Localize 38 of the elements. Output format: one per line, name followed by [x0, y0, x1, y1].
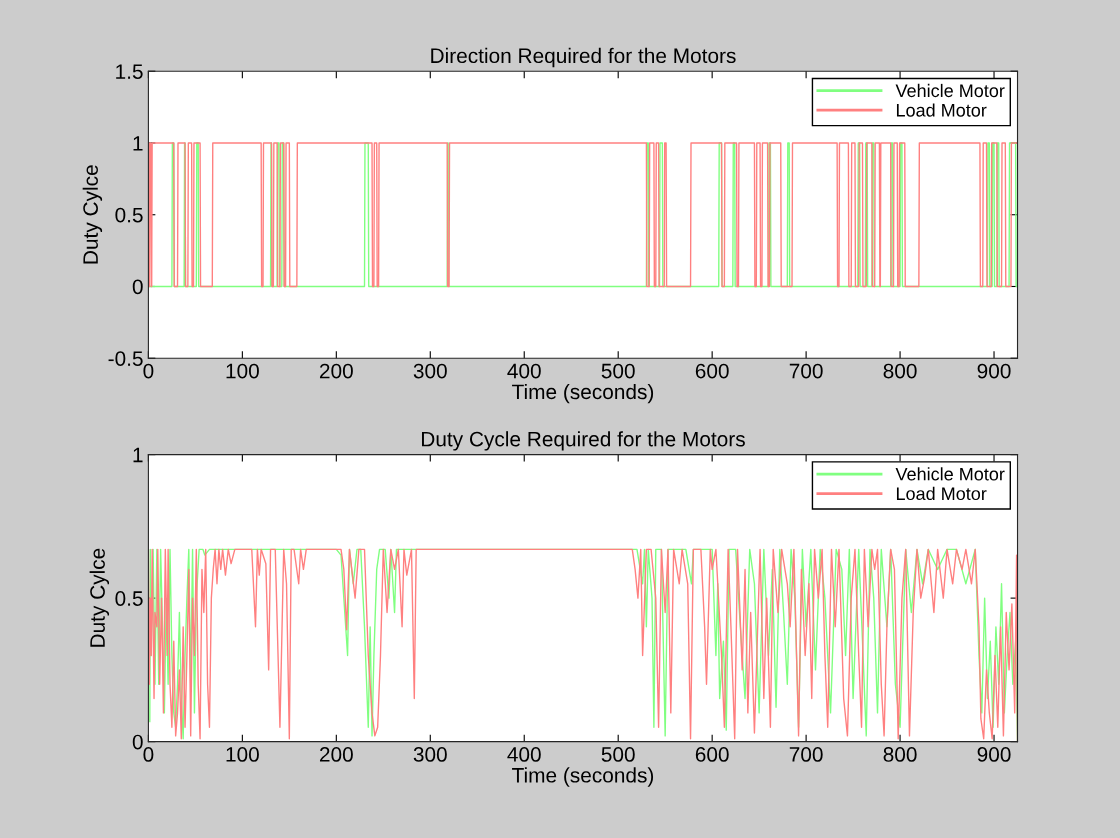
- x-tick-label: 100: [226, 363, 259, 379]
- x-tick-label: 600: [695, 747, 729, 762]
- x-tick-label: 500: [601, 363, 635, 379]
- x-tick-label: 600: [695, 363, 729, 379]
- legend-label: Load Motor: [896, 486, 987, 501]
- y-tick-label: 1: [133, 447, 143, 463]
- x-tick-label: 900: [977, 747, 1011, 762]
- x-tick-label: 800: [883, 363, 917, 379]
- x-tick-label: 500: [601, 747, 635, 762]
- x-tick-label: 0: [143, 747, 154, 762]
- y-tick-label: 0.5: [115, 207, 143, 223]
- y-tick-label: 0.5: [115, 591, 143, 606]
- x-tick-label: 700: [789, 747, 823, 762]
- x-axis-title: Time (seconds): [512, 383, 654, 404]
- y-tick-label: 0: [132, 734, 143, 750]
- x-tick-label: 300: [413, 363, 447, 379]
- x-tick-label: 0: [143, 363, 154, 379]
- chart-title: Duty Cycle Required for the Motors: [422, 431, 745, 451]
- x-tick-label: 300: [413, 747, 447, 762]
- x-tick-label: 200: [319, 747, 353, 762]
- x-axis-title: Time (seconds): [512, 767, 654, 787]
- legend-label: Vehicle Motor: [895, 467, 1005, 481]
- legend-label: Vehicle Motor: [895, 83, 1005, 98]
- x-tick-label: 100: [226, 747, 259, 762]
- y-tick-label: -0.5: [108, 351, 143, 366]
- x-tick-label: 400: [507, 363, 541, 379]
- y-axis-title: Duty Cylce: [89, 548, 110, 647]
- y-tick-label: 1.5: [116, 64, 143, 79]
- chart-title: Direction Required for the Motors: [431, 47, 736, 68]
- x-tick-label: 400: [507, 747, 541, 762]
- y-tick-label: 0: [132, 279, 143, 295]
- legend-label: Load Motor: [896, 103, 987, 117]
- y-tick-label: 1: [133, 136, 143, 151]
- y-axis-title: Duty Cylce: [82, 165, 103, 264]
- x-tick-label: 900: [977, 363, 1011, 379]
- x-tick-label: 800: [883, 747, 917, 762]
- x-tick-label: 200: [319, 363, 353, 379]
- x-tick-label: 700: [789, 363, 823, 379]
